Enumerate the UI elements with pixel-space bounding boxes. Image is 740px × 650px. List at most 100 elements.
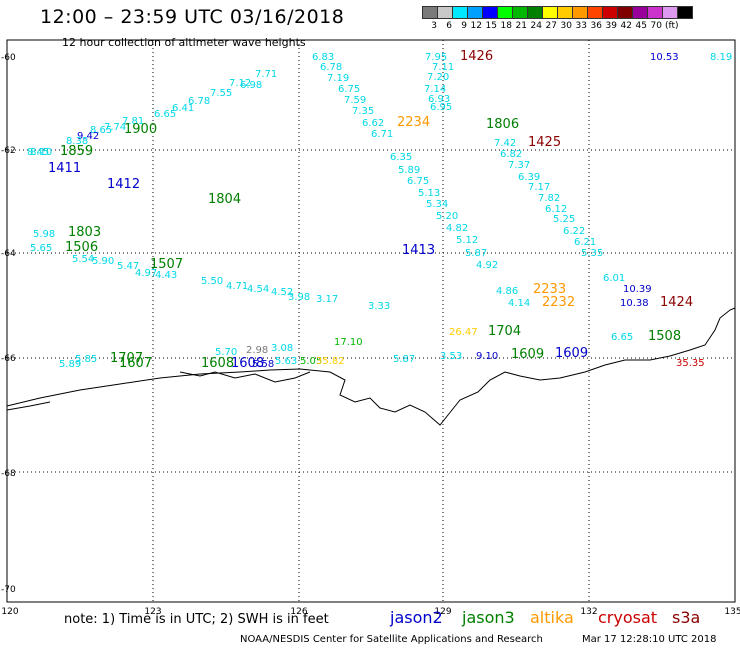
time-stamp-label: 1704: [488, 324, 521, 339]
wave-height-value: 10.38: [620, 298, 649, 309]
wave-height-value: 5.89: [59, 359, 81, 370]
sat-altika-label: altika: [530, 608, 574, 627]
longitude-label: 132: [580, 607, 597, 617]
scale-label: 9: [461, 21, 467, 31]
wave-height-value: 6.65: [611, 332, 633, 343]
wave-height-value: 5.98: [33, 229, 55, 240]
wave-height-value: 3.33: [368, 301, 390, 312]
wave-height-value: 2.98: [246, 345, 268, 356]
scale-label: 33: [575, 21, 587, 31]
wave-height-value: 5.58: [252, 359, 274, 370]
time-stamp-label: 1608: [231, 356, 264, 371]
wave-height-value: 5.89: [398, 165, 420, 176]
longitude-label: 123: [144, 607, 161, 617]
wave-height-value: 7.11: [432, 62, 454, 73]
time-stamp-label: 2232: [542, 295, 575, 310]
time-stamp-label: 1900: [124, 122, 157, 137]
wave-height-value: 6.62: [362, 118, 384, 129]
latitude-label: -62: [1, 146, 16, 156]
wave-height-value: 17.10: [334, 337, 363, 348]
wave-height-value: 5.12: [456, 235, 478, 246]
wave-height-value: 5.20: [436, 211, 458, 222]
wave-height-value: 7.81: [122, 116, 144, 127]
scale-label: 12: [470, 21, 482, 31]
graticule-grid: [7, 40, 735, 602]
wave-height-value: 7.14: [424, 84, 446, 95]
wave-height-value: 3.53: [440, 351, 462, 362]
wave-height-value: 6.82: [500, 149, 522, 160]
scale-label: 39: [605, 21, 617, 31]
scale-label: (ft): [665, 21, 679, 31]
time-stamp-label: 2233: [533, 282, 566, 297]
wave-height-value: 5.47: [117, 261, 139, 272]
wave-height-value: 6.78: [320, 62, 342, 73]
scale-label: 70: [650, 21, 662, 31]
time-stamp-label: 1426: [460, 49, 493, 64]
time-stamp-label: 1424: [660, 295, 693, 310]
scale-label: 36: [590, 21, 602, 31]
wave-height-value: 6.41: [172, 103, 194, 114]
time-stamp-label: 1507: [150, 257, 183, 272]
sat-jason3-label: jason3: [462, 608, 515, 627]
wave-height-value: 8.10: [30, 147, 52, 158]
time-stamp-label: 1609: [555, 346, 588, 361]
scale-label: 45: [635, 21, 647, 31]
wave-height-value: 6.98: [240, 80, 262, 91]
time-stamp-label: 1607: [119, 356, 152, 371]
time-stamp-label: 1803: [68, 225, 101, 240]
time-stamp-label: 1609: [511, 347, 544, 362]
wave-height-value: 10.53: [650, 52, 679, 63]
wave-height-value: 4.52: [271, 287, 293, 298]
time-stamp-label: 1425: [528, 135, 561, 150]
scale-label: 24: [530, 21, 542, 31]
wave-height-value: 5.87: [465, 248, 487, 259]
footer-note: note: 1) Time is in UTC; 2) SWH is in fe…: [64, 612, 329, 627]
wave-height-value: 8.65: [90, 125, 112, 136]
wave-height-value: 6.75: [338, 84, 360, 95]
wave-height-value: 7.74: [104, 122, 126, 133]
wave-height-value: 35.35: [676, 358, 705, 369]
wave-height-value: 7.19: [327, 73, 349, 84]
wave-height-value: 6.93: [428, 94, 450, 105]
wave-height-value: 7.37: [508, 160, 530, 171]
time-stamp-label: 1859: [60, 144, 93, 159]
wave-height-value: 5.70: [215, 347, 237, 358]
page-subtitle: 12 hour collection of altimeter wave hei…: [62, 36, 306, 49]
wave-height-value: 7.95: [425, 52, 447, 63]
scale-label: 6: [446, 21, 452, 31]
color-scale-legend: 3 6 9 12 15 18 21 24 27 30 33 36 39 42 45 70 (ft): [422, 6, 693, 31]
sat-jason2-label: jason2: [390, 608, 443, 627]
wave-height-value: 5.54: [72, 254, 94, 265]
wave-height-value: 4.54: [247, 284, 269, 295]
wave-height-value: 5.25: [553, 214, 575, 225]
wave-height-value: 6.83: [312, 52, 334, 63]
wave-height-value: 7.55: [210, 88, 232, 99]
wave-height-value: 4.82: [446, 223, 468, 234]
antarctic-coastline: [6, 307, 736, 426]
wave-height-value: 5.05: [300, 356, 322, 367]
scale-label: 30: [560, 21, 572, 31]
longitude-label: 120: [1, 607, 18, 617]
wave-height-value: 8.19: [710, 52, 732, 63]
wave-height-value: 5.90: [92, 256, 114, 267]
wave-height-value: 8.38: [66, 136, 88, 147]
wave-height-value: 3.17: [316, 294, 338, 305]
wave-height-value: 6.39: [518, 172, 540, 183]
wave-height-value: 5.65: [30, 243, 52, 254]
time-stamp-label: 1508: [648, 329, 681, 344]
page-title: 12:00 – 23:59 UTC 03/16/2018: [40, 6, 345, 28]
wave-height-value: 6.12: [545, 204, 567, 215]
scale-label: 3: [431, 21, 437, 31]
sat-s3a-label: s3a: [672, 608, 701, 627]
credit-text: NOAA/NESDIS Center for Satellite Applica…: [240, 634, 543, 645]
wave-height-value: 7.12: [229, 78, 251, 89]
longitude-label: 126: [290, 607, 307, 617]
wave-height-value: 3.98: [288, 292, 310, 303]
wave-height-value: 5.13: [418, 188, 440, 199]
wave-height-value: 3.08: [271, 343, 293, 354]
time-stamp-label: 1707: [110, 351, 143, 366]
wave-height-value: 6.95: [430, 102, 452, 113]
latitude-label: -66: [1, 354, 16, 364]
wave-height-value: 7.20: [427, 72, 449, 83]
